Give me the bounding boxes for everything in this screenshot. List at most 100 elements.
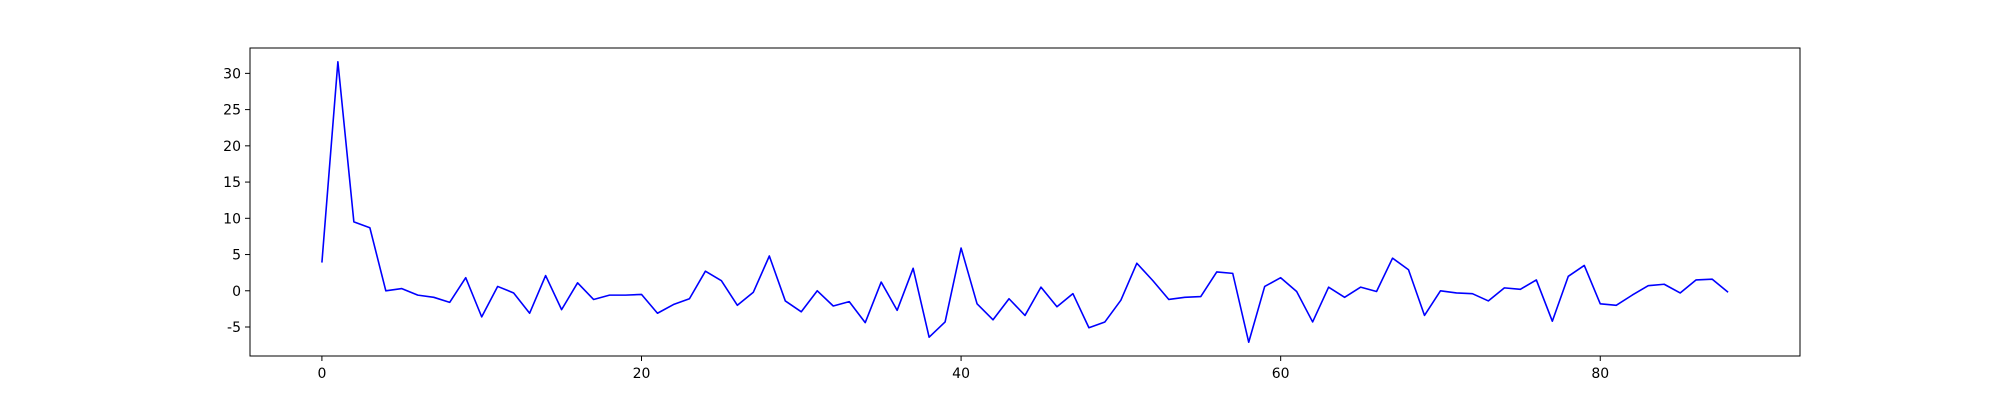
data-point (1152, 279, 1154, 281)
data-point (1056, 306, 1058, 308)
data-point (1391, 257, 1393, 259)
data-point (1423, 314, 1425, 316)
data-point (417, 294, 419, 296)
data-point (576, 282, 578, 284)
data-point (433, 296, 435, 298)
y-tick-label: 0 (232, 284, 241, 300)
data-point (1311, 321, 1313, 323)
data-point (592, 298, 594, 300)
data-point (832, 305, 834, 307)
data-point (1104, 321, 1106, 323)
data-point (704, 270, 706, 272)
data-point (752, 291, 754, 293)
data-point (449, 301, 451, 303)
data-point (528, 312, 530, 314)
data-point (992, 319, 994, 321)
data-point (1663, 283, 1665, 285)
data-point (1503, 287, 1505, 289)
series-line (321, 60, 1729, 344)
data-point (784, 300, 786, 302)
x-tick-label: 0 (317, 366, 326, 382)
y-tick-label: 25 (223, 103, 241, 119)
data-point (1248, 341, 1250, 343)
data-point (1695, 279, 1697, 281)
data-point (1327, 286, 1329, 288)
series-layer (321, 60, 1729, 344)
data-point (1343, 296, 1345, 298)
data-point (481, 316, 483, 318)
data-point (640, 293, 642, 295)
y-tick-label: 5 (232, 248, 241, 264)
data-point (1216, 271, 1218, 273)
data-point (1295, 290, 1297, 292)
data-point (1647, 285, 1649, 287)
data-point (736, 304, 738, 306)
data-point (1679, 292, 1681, 294)
data-point (1711, 278, 1713, 280)
data-point (544, 274, 546, 276)
data-point (864, 321, 866, 323)
data-point (1439, 290, 1441, 292)
data-point (1615, 304, 1617, 306)
data-point (1168, 298, 1170, 300)
data-point (608, 294, 610, 296)
data-point (1487, 300, 1489, 302)
data-point (800, 311, 802, 313)
data-point (848, 300, 850, 302)
data-point (688, 298, 690, 300)
data-point (1551, 320, 1553, 322)
data-point (928, 336, 930, 338)
data-point (496, 285, 498, 287)
data-point (1088, 327, 1090, 329)
data-point (337, 61, 339, 63)
data-point (720, 279, 722, 281)
y-tick-label: -5 (227, 320, 241, 336)
data-point (768, 255, 770, 257)
y-tick-label: 10 (223, 211, 241, 227)
data-point (1024, 314, 1026, 316)
data-point (1008, 298, 1010, 300)
data-point (1599, 303, 1601, 305)
x-tick-label: 80 (1591, 366, 1609, 382)
data-point (1583, 264, 1585, 266)
data-point (1567, 275, 1569, 277)
data-point (512, 292, 514, 294)
data-point (1407, 269, 1409, 271)
data-point (1375, 290, 1377, 292)
data-point (912, 267, 914, 269)
y-axis: -5 0 5 10 15 20 25 30 (223, 66, 250, 336)
data-point (960, 247, 962, 249)
data-point (976, 303, 978, 305)
data-point (1263, 285, 1265, 287)
data-point (1535, 279, 1537, 281)
data-point (1727, 291, 1729, 293)
data-point (1359, 286, 1361, 288)
data-point (1519, 288, 1521, 290)
data-point (1631, 294, 1633, 296)
data-point (1040, 286, 1042, 288)
data-point (465, 277, 467, 279)
x-tick-label: 60 (1272, 366, 1290, 382)
data-point (672, 303, 674, 305)
data-point (1072, 292, 1074, 294)
y-tick-label: 30 (223, 66, 241, 82)
x-tick-label: 40 (952, 366, 970, 382)
y-tick-label: 20 (223, 139, 241, 155)
data-point (656, 312, 658, 314)
data-point (944, 321, 946, 323)
data-point (401, 287, 403, 289)
data-point (1184, 296, 1186, 298)
data-point (880, 281, 882, 283)
x-tick-label: 20 (633, 366, 651, 382)
data-point (816, 290, 818, 292)
data-point (1471, 292, 1473, 294)
data-point (1200, 295, 1202, 297)
plot-area-frame (249, 47, 1801, 357)
data-point (385, 290, 387, 292)
data-point (624, 294, 626, 296)
data-point (896, 309, 898, 311)
data-point (1279, 277, 1281, 279)
data-point (369, 227, 371, 229)
data-point (1455, 292, 1457, 294)
